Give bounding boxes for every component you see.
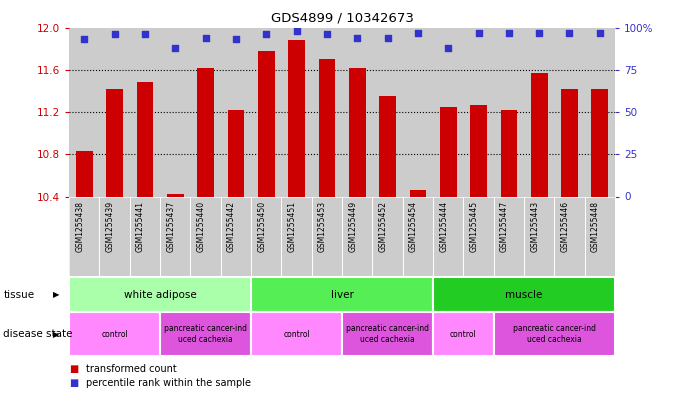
Text: GSM1255454: GSM1255454	[409, 200, 418, 252]
Point	[321, 31, 332, 37]
Text: ▶: ▶	[53, 330, 60, 338]
Text: GSM1255445: GSM1255445	[469, 200, 478, 252]
Bar	[349, 68, 366, 196]
Bar	[137, 83, 153, 196]
Text: GSM1255438: GSM1255438	[75, 200, 84, 252]
Bar	[288, 40, 305, 196]
Point	[79, 36, 90, 42]
Text: pancreatic cancer-ind
uced cachexia: pancreatic cancer-ind uced cachexia	[346, 324, 429, 344]
Point	[261, 31, 272, 37]
Bar	[227, 110, 244, 196]
Text: GSM1255443: GSM1255443	[530, 200, 539, 252]
Bar	[433, 277, 615, 312]
Text: GSM1255442: GSM1255442	[227, 200, 236, 252]
Point	[352, 35, 363, 41]
Text: GSM1255452: GSM1255452	[379, 200, 388, 252]
Bar	[69, 277, 251, 312]
Bar	[319, 59, 335, 196]
Text: muscle: muscle	[505, 290, 542, 300]
Text: tissue: tissue	[3, 290, 35, 300]
Text: control: control	[450, 330, 477, 338]
Point	[564, 29, 575, 36]
Bar	[591, 89, 608, 196]
Bar	[342, 312, 433, 356]
Text: GSM1255439: GSM1255439	[106, 200, 115, 252]
Bar	[258, 51, 274, 196]
Bar	[500, 110, 517, 196]
Text: control: control	[101, 330, 128, 338]
Point	[230, 36, 241, 42]
Point	[413, 29, 424, 36]
Bar	[561, 89, 578, 196]
Text: disease state: disease state	[3, 329, 73, 339]
Bar	[410, 190, 426, 196]
Point	[443, 45, 454, 51]
Point	[503, 29, 514, 36]
Text: GSM1255440: GSM1255440	[196, 200, 206, 252]
Point	[473, 29, 484, 36]
Bar	[440, 107, 457, 196]
Text: GDS4899 / 10342673: GDS4899 / 10342673	[271, 12, 413, 25]
Text: GSM1255451: GSM1255451	[287, 200, 296, 252]
Text: white adipose: white adipose	[124, 290, 196, 300]
Bar	[106, 89, 123, 196]
Bar	[433, 312, 493, 356]
Bar	[76, 151, 93, 196]
Text: GSM1255441: GSM1255441	[136, 200, 145, 252]
Point	[533, 29, 545, 36]
Bar	[251, 312, 342, 356]
Point	[594, 29, 605, 36]
Point	[140, 31, 151, 37]
Text: GSM1255446: GSM1255446	[560, 200, 569, 252]
Text: GSM1255453: GSM1255453	[318, 200, 327, 252]
Bar	[251, 277, 433, 312]
Bar	[470, 105, 487, 196]
Bar	[531, 73, 547, 196]
Text: transformed count: transformed count	[86, 364, 177, 375]
Text: pancreatic cancer-ind
uced cachexia: pancreatic cancer-ind uced cachexia	[164, 324, 247, 344]
Point	[291, 28, 302, 34]
Text: GSM1255444: GSM1255444	[439, 200, 448, 252]
Bar	[167, 195, 184, 196]
Text: percentile rank within the sample: percentile rank within the sample	[86, 378, 252, 388]
Point	[109, 31, 120, 37]
Bar	[197, 68, 214, 196]
Text: GSM1255448: GSM1255448	[591, 200, 600, 252]
Point	[170, 45, 181, 51]
Bar	[379, 96, 396, 196]
Point	[382, 35, 393, 41]
Text: ■: ■	[69, 378, 78, 388]
Text: GSM1255449: GSM1255449	[348, 200, 357, 252]
Text: pancreatic cancer-ind
uced cachexia: pancreatic cancer-ind uced cachexia	[513, 324, 596, 344]
Text: control: control	[283, 330, 310, 338]
Bar	[493, 312, 615, 356]
Text: GSM1255447: GSM1255447	[500, 200, 509, 252]
Text: ■: ■	[69, 364, 78, 375]
Bar	[160, 312, 251, 356]
Text: GSM1255450: GSM1255450	[257, 200, 266, 252]
Bar	[69, 312, 160, 356]
Text: liver: liver	[330, 290, 354, 300]
Text: ▶: ▶	[53, 290, 60, 299]
Text: GSM1255437: GSM1255437	[167, 200, 176, 252]
Point	[200, 35, 211, 41]
